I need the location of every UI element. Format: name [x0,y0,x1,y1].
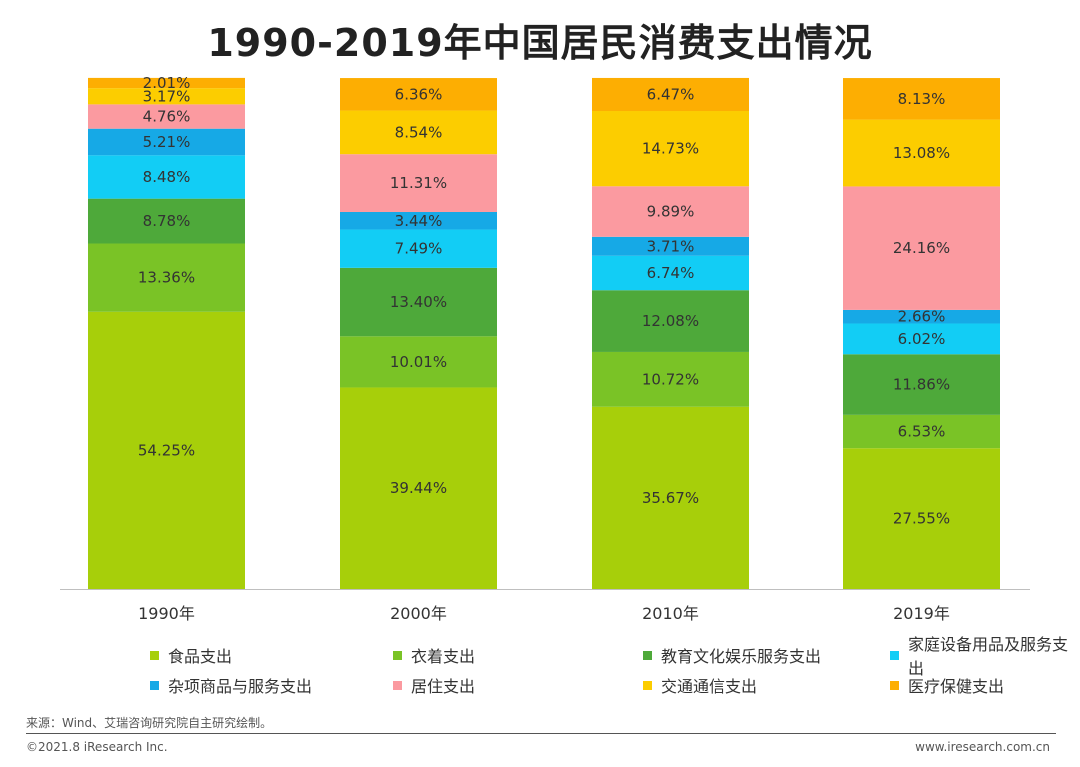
bar-segment [843,78,1000,120]
legend-label: 衣着支出 [411,647,476,666]
bar-segment [88,104,245,129]
bar-segment [340,110,497,155]
legend-item: 衣着支出 [393,644,475,666]
bar-segment [340,267,497,337]
data-label: 6.53% [898,423,946,441]
data-label: 11.86% [893,376,950,394]
bar-segment [592,351,749,407]
bar-segment [88,128,245,156]
data-label: 13.08% [893,144,950,162]
data-label: 3.44% [395,212,443,230]
data-label: 7.49% [395,240,443,258]
x-tick-label: 1990年 [138,604,195,623]
legend-swatch [643,680,652,690]
data-label: 35.67% [642,489,699,507]
legend-label: 医疗保健支出 [908,677,1005,696]
legend-swatch [393,680,402,690]
source-note: 来源：Wind、艾瑞咨询研究院自主研究绘制。 [26,716,273,730]
data-label: 39.44% [390,479,447,497]
bar-segment [592,186,749,237]
data-label: 8.13% [898,90,946,108]
bar-segment [843,414,1000,449]
x-tick-label: 2010年 [642,604,699,623]
bar-segment [340,336,497,388]
legend-swatch [150,680,159,690]
legend-label: 居住支出 [411,677,476,696]
chart-legend: 食品支出 衣着支出 教育文化娱乐服务支出 家庭设备用品及服务支出杂项商品与服务支出 居住… [0,635,1080,710]
data-label: 13.40% [390,293,447,311]
data-label: 6.74% [647,264,695,282]
data-label: 6.36% [395,85,443,103]
legend-label: 教育文化娱乐服务支出 [661,647,822,666]
legend-label: 家庭设备用品及服务支出 [908,635,1069,678]
legend-item: 医疗保健支出 [890,674,1004,696]
data-label: 8.78% [143,212,191,230]
data-label: 4.76% [143,108,191,126]
data-label: 9.89% [647,203,695,221]
bar-segment [88,77,245,89]
data-label: 27.55% [893,510,950,528]
chart-title: 1990-2019年中国居民消费支出情况 [207,21,873,65]
legend-label: 交通通信支出 [661,677,758,696]
data-label: 12.08% [642,312,699,330]
legend-item: 交通通信支出 [643,674,757,696]
bar-segment [340,154,497,212]
bar-segment [340,211,497,230]
bar-segment [88,88,245,105]
data-label: 8.54% [395,123,443,141]
bar-segment [592,255,749,291]
footer-divider [26,733,1056,734]
data-label: 5.21% [143,133,191,151]
legend-swatch [890,650,899,660]
legend-label: 食品支出 [168,647,233,666]
bar-segment [592,290,749,352]
bar-segment [843,448,1000,589]
data-label: 54.25% [138,441,195,459]
bar-segment [843,354,1000,415]
bar-segment [340,229,497,268]
data-label: 11.31% [390,174,447,192]
legend-item: 食品支出 [150,644,232,666]
data-label: 2.01% [143,74,191,92]
bar-segment [88,311,245,589]
x-tick-label: 2019年 [893,604,950,623]
bar-segment [843,323,1000,355]
legend-swatch [890,680,899,690]
bar-segment [592,77,749,112]
legend-swatch [393,650,402,660]
data-label: 10.72% [642,370,699,388]
data-label: 2.66% [898,308,946,326]
data-label: 13.36% [138,269,195,287]
copyright-text: ©2021.8 iResearch Inc. [26,740,168,754]
bar-segment [88,155,245,199]
data-label: 8.48% [143,168,191,186]
bar-segment [592,111,749,187]
data-label: 10.01% [390,353,447,371]
bar-segment [592,236,749,256]
legend-label: 杂项商品与服务支出 [168,677,313,696]
bar-segment [843,119,1000,187]
data-label: 24.16% [893,239,950,257]
bar-segment [340,78,497,111]
bar-segment [843,186,1000,310]
x-tick-label: 2000年 [390,604,447,623]
data-label: 6.47% [647,85,695,103]
data-label: 3.17% [143,87,191,105]
legend-item: 杂项商品与服务支出 [150,674,312,696]
legend-swatch [643,650,652,660]
stacked-bar-chart: 54.25% 13.36% 8.78% 8.48% 5.21% 4.76% 3.17%2.0… [60,74,1030,623]
legend-item: 教育文化娱乐服务支出 [643,644,821,666]
bar-segment [340,387,497,589]
data-label: 3.71% [647,237,695,255]
legend-item: 居住支出 [393,674,475,696]
website-link[interactable]: www.iresearch.com.cn [915,740,1050,754]
bar-segment [843,309,1000,324]
bar-segment [592,406,749,589]
bar-segment [88,243,245,312]
bar-segment [88,198,245,244]
legend-swatch [150,650,159,660]
data-label: 14.73% [642,140,699,158]
data-label: 6.02% [898,330,946,348]
legend-item: 家庭设备用品及服务支出 [890,635,1080,678]
